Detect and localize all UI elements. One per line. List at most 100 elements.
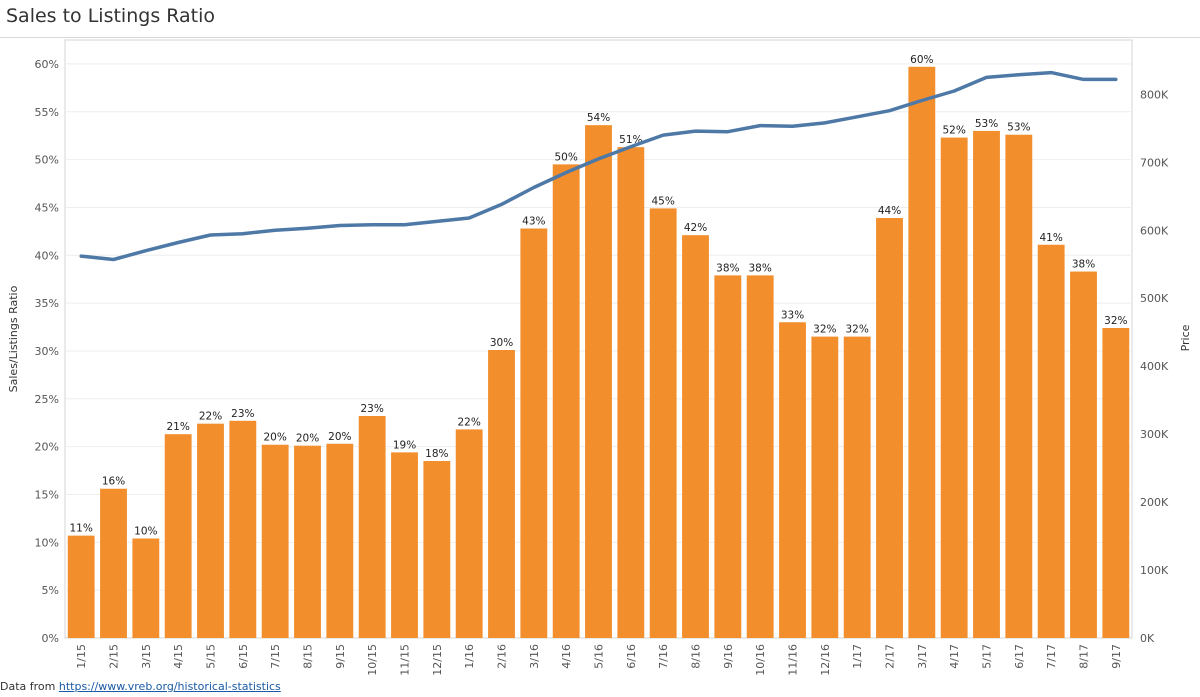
bar: [552, 164, 580, 638]
bar: [1102, 327, 1130, 638]
y-tick-label: 45%: [35, 201, 59, 214]
x-tick-label: 2/16: [496, 644, 509, 669]
bar: [358, 416, 386, 638]
bar: [1070, 271, 1097, 638]
x-tick-label: 10/15: [366, 644, 379, 675]
bar-value-label: 22%: [457, 416, 480, 428]
bar-value-label: 53%: [975, 118, 998, 130]
bar: [67, 535, 95, 638]
bar: [973, 130, 1000, 638]
bar-value-label: 30%: [490, 337, 513, 349]
x-tick-label: 5/17: [981, 644, 994, 669]
x-tick-label: 12/16: [819, 644, 832, 675]
y2-tick-label: 0K: [1140, 632, 1155, 645]
x-tick-label: 5/16: [593, 644, 606, 669]
bar-value-label: 32%: [1104, 315, 1127, 327]
bar: [811, 336, 839, 638]
x-tick-label: 11/16: [787, 644, 800, 675]
bar-value-label: 19%: [393, 439, 416, 451]
bar: [779, 322, 806, 638]
bar: [746, 275, 774, 638]
x-tick-label: 9/16: [722, 644, 735, 669]
y2-tick-label: 700K: [1140, 156, 1169, 169]
bar-value-label: 33%: [781, 309, 804, 321]
bar: [1037, 244, 1065, 639]
y2-tick-label: 100K: [1140, 564, 1169, 577]
x-tick-label: 8/16: [690, 644, 703, 669]
bar: [423, 460, 451, 638]
bar: [132, 538, 160, 638]
bar-value-label: 38%: [1072, 259, 1095, 271]
bar-value-label: 11%: [69, 523, 92, 535]
y-tick-label: 55%: [35, 106, 59, 119]
x-tick-label: 7/15: [269, 644, 282, 669]
bar-value-label: 52%: [942, 125, 965, 137]
y-tick-label: 40%: [35, 249, 59, 262]
bar-value-label: 10%: [134, 525, 157, 537]
bar: [940, 137, 968, 638]
bar-value-label: 41%: [1039, 232, 1062, 244]
bar: [326, 443, 354, 638]
y2-tick-label: 600K: [1140, 224, 1169, 237]
bar: [197, 423, 224, 638]
bar: [843, 336, 871, 638]
price-line: [79, 70, 1118, 262]
x-tick-label: 2/17: [884, 644, 897, 669]
y-tick-label: 10%: [35, 536, 59, 549]
y-tick-label: 35%: [35, 297, 59, 310]
x-tick-label: 3/17: [916, 644, 929, 669]
bar-value-label: 32%: [813, 324, 836, 336]
bar-value-label: 16%: [102, 476, 125, 488]
x-tick-label: 8/15: [302, 644, 315, 669]
y-tick-label: 15%: [35, 488, 59, 501]
x-tick-label: 3/15: [140, 644, 153, 669]
x-tick-label: 1/17: [851, 644, 864, 669]
x-tick-label: 1/16: [463, 644, 476, 669]
x-tick-label: 4/16: [560, 644, 573, 669]
bar-value-label: 23%: [360, 403, 383, 415]
x-tick-label: 6/16: [625, 644, 638, 669]
x-tick-label: 11/15: [399, 644, 412, 675]
y2-tick-label: 400K: [1140, 360, 1169, 373]
bar-value-label: 20%: [263, 432, 286, 444]
x-tick-label: 4/17: [948, 644, 961, 669]
source-link[interactable]: https://www.vreb.org/historical-statisti…: [58, 680, 281, 693]
bar-value-label: 38%: [716, 262, 739, 274]
y-tick-label: 5%: [42, 584, 59, 597]
x-tick-label: 4/15: [172, 644, 185, 669]
bar-value-label: 42%: [684, 222, 707, 234]
source-prefix: Data from: [0, 680, 59, 693]
y-tick-label: 0%: [42, 632, 59, 645]
bar-value-label: 50%: [554, 151, 577, 163]
bar: [294, 445, 321, 638]
x-tick-label: 2/15: [108, 644, 121, 669]
x-tick-label: 6/15: [237, 644, 250, 669]
x-tick-label: 9/15: [334, 644, 347, 669]
bar: [714, 275, 742, 638]
x-tick-label: 3/16: [528, 644, 541, 669]
bar: [229, 420, 257, 638]
bar: [585, 125, 612, 638]
bar: [908, 66, 936, 638]
bar: [876, 217, 903, 639]
x-tick-label: 9/17: [1110, 644, 1123, 669]
bar-value-label: 23%: [231, 408, 254, 420]
y-tick-label: 50%: [35, 154, 59, 167]
bar: [261, 444, 289, 638]
y2-tick-label: 200K: [1140, 496, 1169, 509]
bar-value-label: 20%: [296, 433, 319, 445]
x-tick-label: 5/15: [205, 644, 218, 669]
title-divider: [0, 37, 1200, 38]
y-tick-label: 20%: [35, 441, 59, 454]
data-source-note: Data from https://www.vreb.org/historica…: [0, 680, 281, 693]
bar: [682, 235, 709, 638]
y2-axis-title: Price: [1179, 324, 1192, 351]
y-axis-title: Sales/Listings Ratio: [7, 285, 20, 392]
x-tick-label: 8/17: [1078, 644, 1091, 669]
bar-value-label: 45%: [651, 195, 674, 207]
bar: [455, 429, 483, 638]
x-tick-label: 10/16: [754, 644, 767, 675]
bar-value-label: 43%: [522, 215, 545, 227]
bar-value-label: 38%: [748, 262, 771, 274]
y-tick-label: 30%: [35, 345, 59, 358]
